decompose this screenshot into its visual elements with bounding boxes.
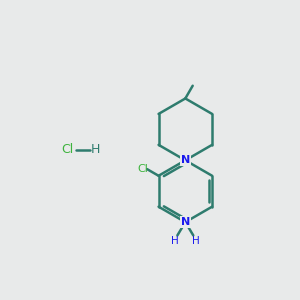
Text: H: H [91, 143, 100, 157]
Text: Cl: Cl [137, 164, 148, 174]
Text: H: H [192, 236, 200, 246]
Text: H: H [171, 236, 178, 246]
Text: N: N [181, 217, 190, 227]
Text: N: N [181, 155, 190, 165]
Text: Cl: Cl [61, 143, 74, 157]
